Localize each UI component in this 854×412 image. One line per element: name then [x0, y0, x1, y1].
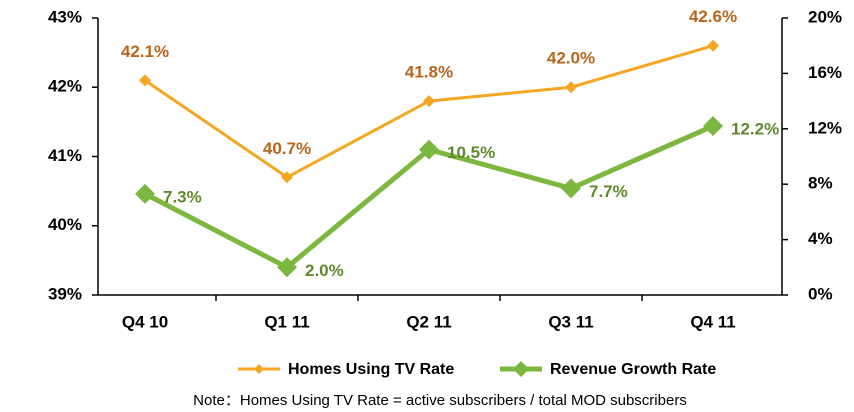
- data-label: 2.0%: [305, 261, 344, 280]
- y-tick-label: 39%: [48, 284, 82, 303]
- legend-marker: [254, 364, 264, 374]
- marker: [707, 39, 719, 52]
- data-label: 10.5%: [447, 143, 495, 162]
- x-tick-label: Q4 10: [122, 312, 168, 331]
- x-tick-label: Q4 11: [690, 312, 735, 331]
- data-label: 40.7%: [263, 139, 311, 158]
- legend-label: Homes Using TV Rate: [288, 361, 454, 378]
- marker: [135, 183, 155, 204]
- y-tick-label: 42%: [48, 77, 82, 96]
- y-tick-label: 40%: [48, 215, 82, 234]
- y2-tick-label: 8%: [808, 174, 833, 193]
- y-tick-label: 41%: [48, 146, 82, 165]
- marker: [277, 257, 297, 278]
- y2-tick-label: 0%: [808, 284, 833, 303]
- x-tick-label: Q2 11: [406, 312, 451, 331]
- marker: [419, 139, 439, 160]
- y2-tick-label: 4%: [808, 229, 833, 248]
- marker: [281, 171, 293, 184]
- y2-tick-label: 12%: [808, 118, 842, 137]
- data-label: 42.0%: [547, 49, 595, 68]
- x-tick-label: Q1 11: [264, 312, 309, 331]
- data-label: 7.7%: [589, 182, 628, 201]
- legend-marker: [513, 361, 529, 377]
- data-label: 42.1%: [121, 42, 169, 61]
- y-tick-label: 43%: [48, 7, 82, 26]
- x-tick-label: Q3 11: [548, 312, 593, 331]
- y2-tick-label: 16%: [808, 63, 842, 82]
- data-label: 12.2%: [731, 120, 779, 139]
- note: Note：Homes Using TV Rate = active subscr…: [193, 392, 687, 409]
- legend-label: Revenue Growth Rate: [550, 361, 716, 378]
- marker: [561, 178, 581, 199]
- data-label: 42.6%: [689, 7, 737, 26]
- marker: [565, 81, 577, 94]
- data-label: 41.8%: [405, 63, 453, 82]
- data-label: 7.3%: [163, 187, 202, 206]
- marker: [423, 95, 435, 108]
- marker: [703, 116, 723, 137]
- marker: [139, 74, 151, 87]
- y2-tick-label: 20%: [808, 7, 842, 26]
